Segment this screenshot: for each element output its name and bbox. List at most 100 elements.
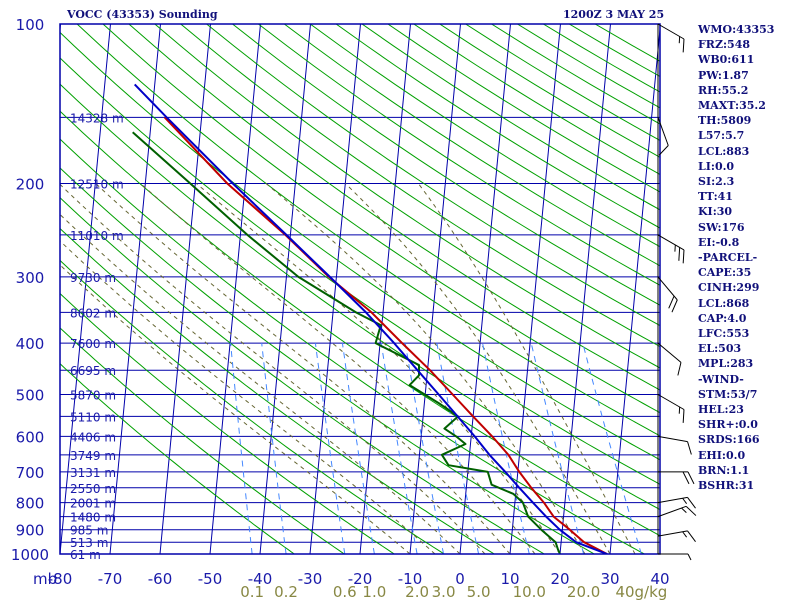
mixing-ratio-line bbox=[530, 342, 585, 554]
pressure-tick-label: 500 bbox=[16, 386, 45, 404]
moist-adiabat-line bbox=[417, 183, 636, 554]
mixing-ratio-label: 1.0 bbox=[362, 583, 386, 600]
mixing-ratio-line bbox=[482, 342, 530, 554]
dewpoint-trace bbox=[132, 131, 561, 554]
dry-adiabat-line bbox=[102, 24, 660, 414]
moist-adiabat-line bbox=[345, 183, 611, 554]
dry-adiabat-line bbox=[60, 363, 295, 554]
index-item: CAP:4.0 bbox=[698, 311, 747, 325]
dry-adiabat-line bbox=[60, 259, 445, 554]
index-item: FRZ:548 bbox=[698, 38, 751, 52]
dry-adiabat-line bbox=[60, 197, 545, 554]
plot-frame bbox=[59, 23, 661, 555]
pressure-tick-label: 400 bbox=[16, 335, 45, 353]
pressure-tick-label: 100 bbox=[16, 16, 45, 34]
index-item: LFC:553 bbox=[698, 327, 750, 341]
index-item: RH:55.2 bbox=[698, 83, 749, 97]
height-label: 14328 m bbox=[70, 111, 124, 125]
isotherm-line bbox=[409, 24, 461, 554]
height-label: 12510 m bbox=[70, 178, 124, 192]
index-item: BSHR:31 bbox=[698, 479, 755, 493]
mixing-ratio-label: 5.0 bbox=[467, 583, 491, 600]
wind-barb bbox=[657, 530, 696, 542]
temperature-tick-label: 30 bbox=[600, 570, 619, 588]
wind-barb bbox=[658, 553, 692, 561]
height-label: 8602 m bbox=[70, 306, 116, 320]
index-item: LCL:868 bbox=[698, 296, 750, 310]
dry-adiabat-line bbox=[128, 24, 660, 391]
wind-barb bbox=[657, 496, 696, 509]
index-item: L57:5.7 bbox=[698, 129, 745, 143]
isotherm-line bbox=[459, 24, 511, 554]
moist-adiabat-line bbox=[60, 264, 411, 554]
wind-barb bbox=[657, 342, 682, 376]
pressure-tick-label: 700 bbox=[16, 464, 45, 482]
wind-barb bbox=[657, 23, 685, 53]
dry-adiabat-line bbox=[60, 327, 345, 554]
height-label: 2001 m bbox=[70, 497, 116, 511]
isotherm-line bbox=[159, 24, 211, 554]
index-item: EL:503 bbox=[698, 342, 742, 356]
sounding-datetime: 1200Z 3 MAY 25 bbox=[563, 8, 665, 21]
isotherm-line bbox=[309, 24, 361, 554]
index-item: WB0:611 bbox=[698, 53, 755, 67]
moist-adiabat-line bbox=[95, 183, 511, 554]
index-item: CAPE:35 bbox=[698, 266, 752, 280]
dry-adiabat-line bbox=[309, 24, 660, 248]
pressure-tick-label: 900 bbox=[16, 522, 45, 540]
temperature-tick-label: -20 bbox=[348, 570, 373, 588]
temperature-tick-label: 0 bbox=[455, 570, 465, 588]
index-item: EI:-0.8 bbox=[698, 235, 740, 249]
wind-barb bbox=[657, 505, 697, 518]
moist-adiabat-line bbox=[60, 213, 461, 554]
wind-barb bbox=[657, 117, 669, 156]
temperature-tick-label: -70 bbox=[98, 570, 123, 588]
dry-adiabat-line bbox=[60, 138, 645, 554]
index-item: STM:53/7 bbox=[698, 387, 758, 401]
temperature-tick-label: 40 bbox=[650, 570, 669, 588]
index-item: -PARCEL- bbox=[698, 251, 758, 265]
height-label: 513 m bbox=[70, 536, 108, 550]
pressure-tick-label: 800 bbox=[16, 495, 45, 513]
index-item: PW:1.87 bbox=[698, 68, 749, 82]
wind-barb bbox=[657, 394, 685, 423]
mixing-ratio-line bbox=[341, 343, 375, 554]
mixing-ratio-line bbox=[261, 343, 287, 554]
mixing-ratio-label: 40g/kg bbox=[615, 583, 667, 600]
dry-adiabat-line bbox=[60, 83, 660, 511]
isotherm-line bbox=[359, 24, 411, 554]
mixing-ratio-line bbox=[404, 343, 445, 554]
height-label: 9730 m bbox=[70, 271, 116, 285]
height-label: 4406 m bbox=[70, 430, 116, 444]
temperature-tick-label: -60 bbox=[148, 570, 173, 588]
height-label: 1480 m bbox=[70, 511, 116, 525]
temperature-tick-label: 10 bbox=[500, 570, 519, 588]
index-item: EHI:0.0 bbox=[698, 448, 746, 462]
temperature-tick-label: -80 bbox=[48, 570, 73, 588]
mixing-ratio-label: 2.0 bbox=[405, 583, 429, 600]
height-label: 2550 m bbox=[70, 482, 116, 496]
mixing-ratio-line bbox=[582, 342, 642, 554]
mixing-ratio-label: 3.0 bbox=[432, 583, 456, 600]
chart-title: VOCC (43353) Sounding bbox=[67, 8, 218, 21]
index-item: SW:176 bbox=[698, 220, 745, 234]
temperature-tick-label: -10 bbox=[398, 570, 423, 588]
height-label: 3131 m bbox=[70, 466, 116, 480]
dry-adiabat-line bbox=[154, 24, 660, 369]
height-label: 3749 m bbox=[70, 449, 116, 463]
index-item: MAXT:35.2 bbox=[698, 99, 766, 113]
index-item: KI:30 bbox=[698, 205, 733, 219]
wind-barb bbox=[658, 471, 695, 485]
pressure-tick-label: 1000 bbox=[11, 546, 49, 564]
wind-barb bbox=[657, 435, 692, 455]
dry-adiabat-line bbox=[60, 227, 495, 554]
dry-adiabat-line bbox=[284, 24, 660, 267]
temperature-tick-label: -50 bbox=[198, 570, 223, 588]
index-item: SHR+:0.0 bbox=[698, 418, 758, 432]
temperature-tick-label: -30 bbox=[298, 570, 323, 588]
index-item: LCL:883 bbox=[698, 144, 750, 158]
height-label: 6695 m bbox=[70, 364, 116, 378]
mixing-ratio-label: 10.0 bbox=[513, 583, 546, 600]
index-item: WMO:43353 bbox=[698, 23, 775, 36]
dry-adiabat-line bbox=[60, 110, 660, 537]
